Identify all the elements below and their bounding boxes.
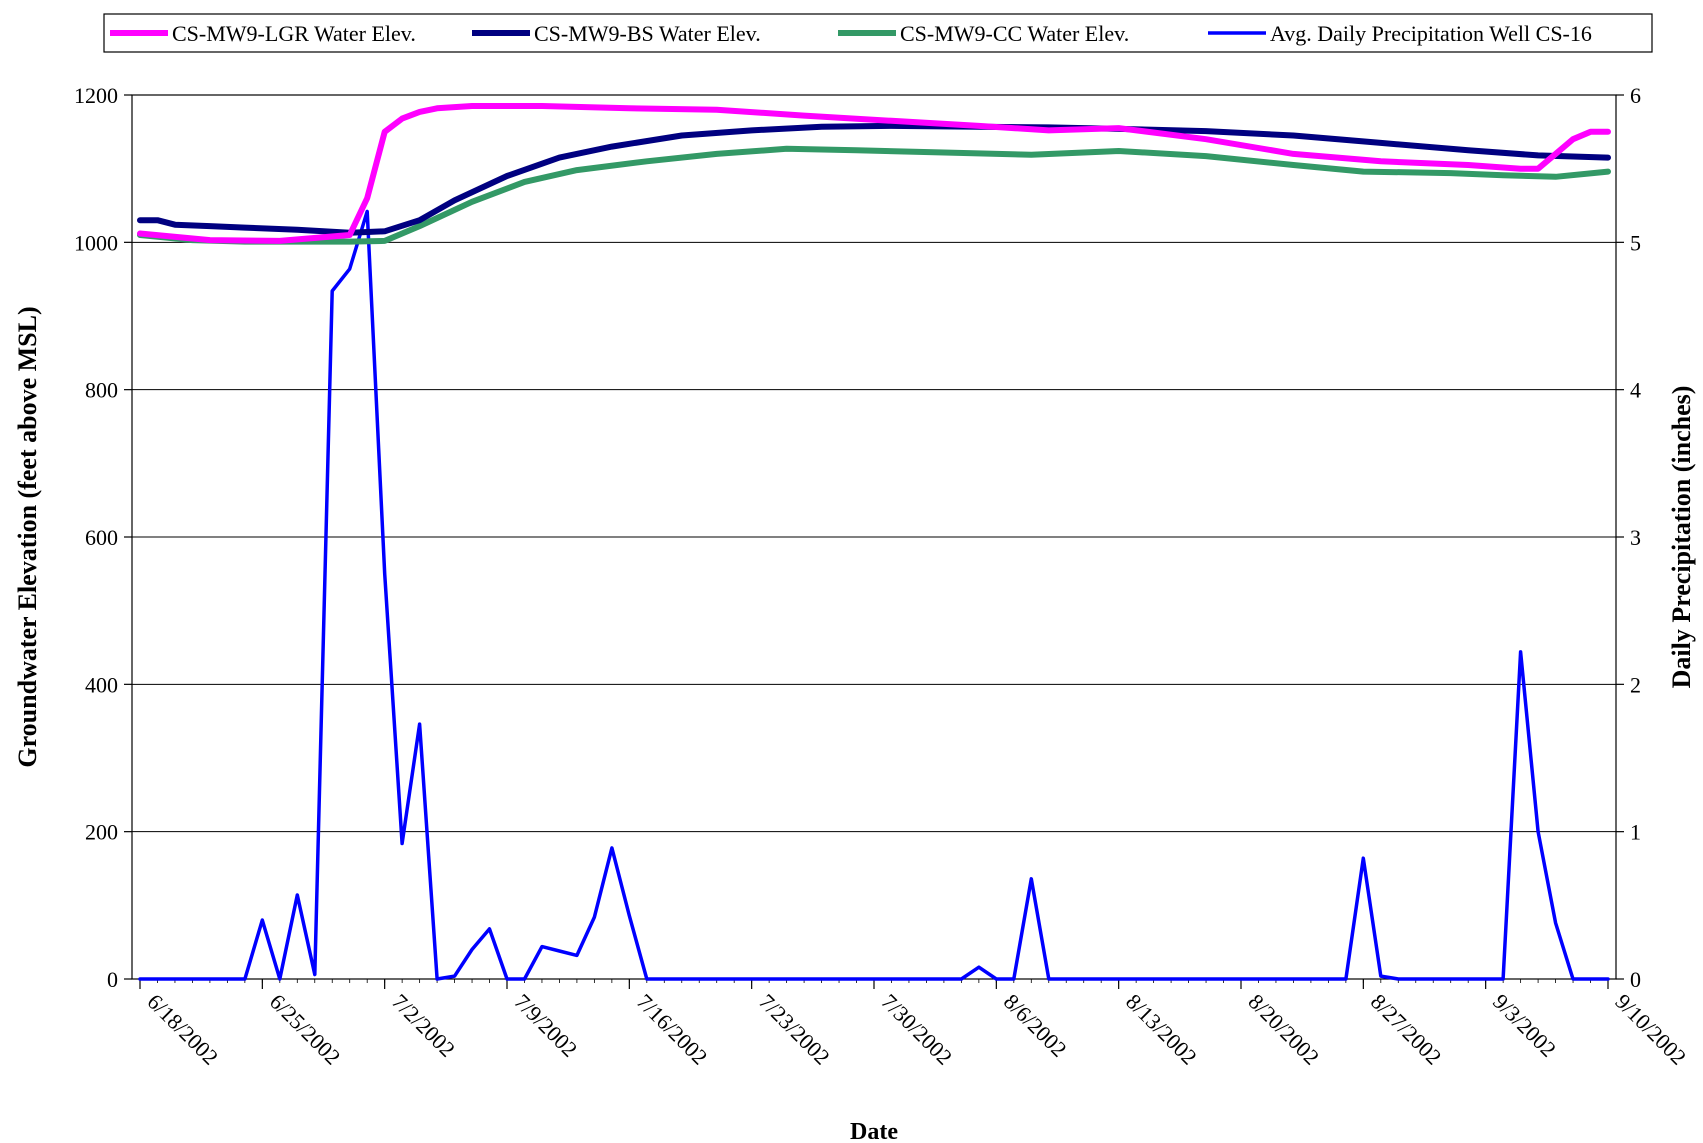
y-tick-label: 1200	[74, 83, 118, 108]
x-tick-label: 8/27/2002	[1366, 989, 1447, 1070]
y2-tick-label: 2	[1630, 672, 1641, 697]
x-tick-label: 8/20/2002	[1243, 989, 1324, 1070]
x-tick-label: 6/25/2002	[265, 989, 346, 1070]
legend-label: CS-MW9-CC Water Elev.	[900, 21, 1129, 46]
x-tick-label: 7/2/2002	[387, 989, 460, 1062]
series-line-2	[137, 122, 1611, 236]
y2-tick-label: 5	[1630, 230, 1641, 255]
x-tick-label: 7/23/2002	[754, 989, 835, 1070]
series-line-3	[137, 145, 1611, 245]
right-y-axis: 0 1 2 3 4 5 6	[1616, 83, 1641, 992]
x-tick-label: 7/16/2002	[632, 989, 713, 1070]
legend-label: CS-MW9-BS Water Elev.	[534, 21, 761, 46]
y-tick-label: 400	[85, 672, 118, 697]
y-axis-title: Groundwater Elevation (feet above MSL)	[13, 306, 42, 767]
y2-tick-label: 3	[1630, 525, 1641, 550]
y2-tick-label: 0	[1630, 967, 1641, 992]
y2-tick-label: 4	[1630, 378, 1641, 403]
series-line-1	[137, 103, 1611, 244]
x-tick-label: 7/30/2002	[876, 989, 957, 1070]
y2-tick-label: 6	[1630, 83, 1641, 108]
legend-label: CS-MW9-LGR Water Elev.	[172, 21, 416, 46]
legend: CS-MW9-LGR Water Elev. CS-MW9-BS Water El…	[103, 13, 1653, 53]
x-tick-label: 9/3/2002	[1488, 989, 1561, 1062]
x-tick-label: 6/18/2002	[142, 989, 223, 1070]
y2-tick-label: 1	[1630, 820, 1641, 845]
y-tick-label: 0	[107, 967, 118, 992]
left-y-axis: 0 200 400 600 800 1000 1200	[74, 83, 132, 992]
y-tick-label: 1000	[74, 230, 118, 255]
x-tick-label: 9/10/2002	[1610, 989, 1691, 1070]
series-line-4	[138, 209, 1610, 981]
legend-label: Avg. Daily Precipitation Well CS-16	[1270, 21, 1592, 46]
x-axis: 6/18/2002 6/25/2002 7/2/2002 7/9/2002 7/16/2…	[139, 979, 1691, 1070]
series-layer	[137, 103, 1611, 981]
gridlines	[132, 241, 1616, 833]
x-tick-label: 7/9/2002	[509, 989, 582, 1062]
x-tick-label: 8/6/2002	[999, 989, 1072, 1062]
y-tick-label: 200	[85, 820, 118, 845]
y-tick-label: 600	[85, 525, 118, 550]
x-tick-label: 8/13/2002	[1121, 989, 1202, 1070]
y-tick-label: 800	[85, 378, 118, 403]
x-axis-title: Date	[850, 1119, 898, 1143]
y2-axis-title: Daily Precipitation (inches)	[1667, 386, 1696, 689]
